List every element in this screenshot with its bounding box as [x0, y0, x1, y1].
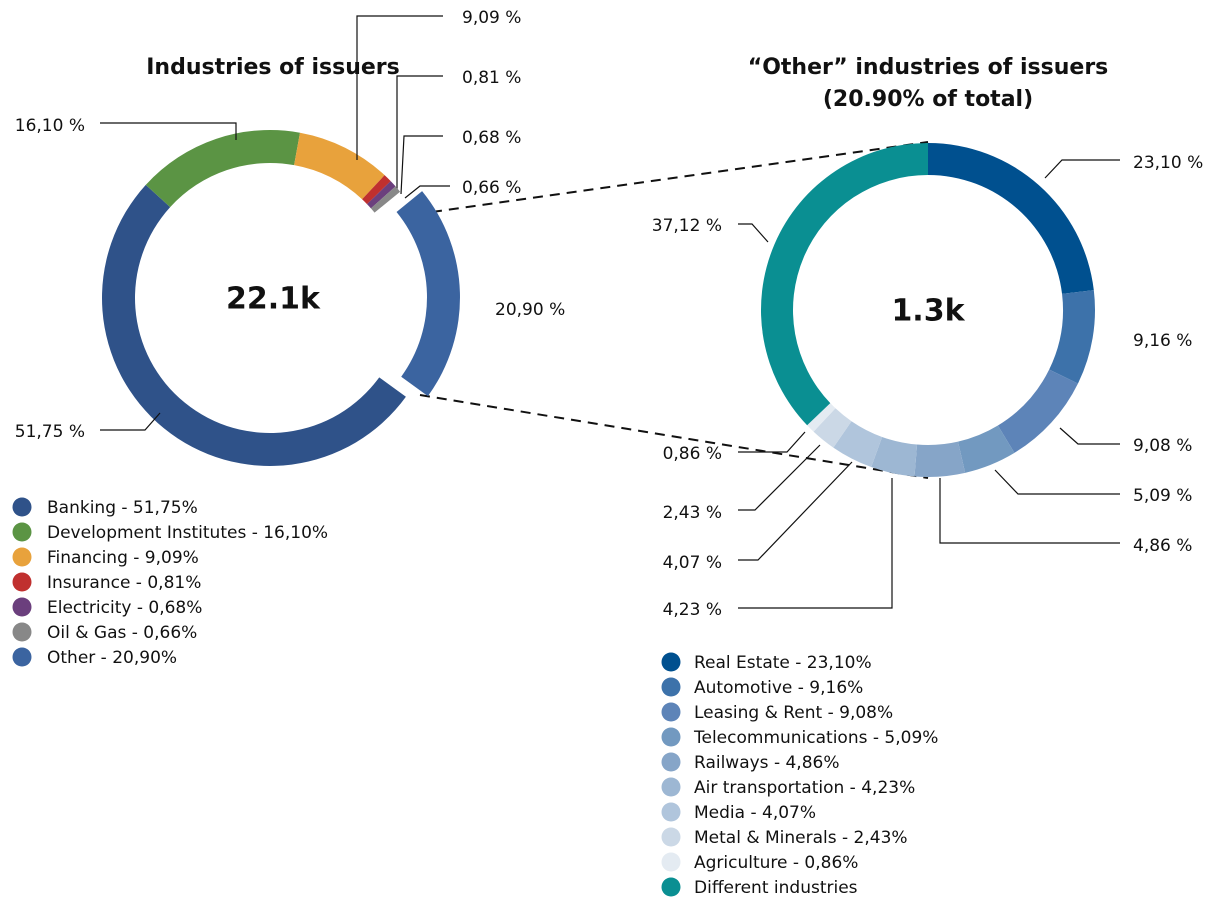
legend-swatch — [661, 852, 681, 872]
slice — [760, 143, 928, 426]
legend-label: Other - 20,90% — [47, 648, 177, 668]
legend-swatch — [661, 702, 681, 722]
leader-line — [738, 431, 806, 453]
legend-swatch — [661, 652, 681, 672]
slice — [366, 181, 396, 209]
data-label: 51,75 % — [15, 422, 85, 442]
legend-swatch — [661, 802, 681, 822]
legend-label: Different industries — [694, 878, 858, 898]
data-label: 9,09 % — [462, 8, 521, 28]
legend-label: Oil & Gas - 0,66% — [47, 623, 197, 643]
legend-swatch — [12, 522, 32, 542]
leader-line — [994, 469, 1120, 495]
slice — [871, 436, 918, 477]
legend-label: Insurance - 0,81% — [47, 573, 201, 593]
slice — [914, 441, 966, 477]
legend-swatch — [661, 827, 681, 847]
data-label: 20,90 % — [495, 300, 565, 320]
slice — [102, 184, 406, 466]
connector — [419, 394, 929, 479]
data-label: 9,08 % — [1133, 436, 1192, 456]
data-label: 9,16 % — [1133, 331, 1192, 351]
leader-line — [738, 223, 769, 243]
slice — [813, 408, 852, 448]
legend-swatch — [12, 622, 32, 642]
data-label: 23,10 % — [1133, 153, 1203, 173]
leader-line — [404, 185, 450, 199]
legend-swatch — [12, 497, 32, 517]
legend-swatch — [12, 572, 32, 592]
data-label: 4,07 % — [663, 553, 722, 573]
legend-swatch — [661, 777, 681, 797]
slice — [145, 130, 300, 208]
legend-label: Automotive - 9,16% — [694, 678, 863, 698]
leader-line — [939, 478, 1120, 544]
legend-swatch — [12, 647, 32, 667]
legend-label: Air transportation - 4,23% — [694, 778, 915, 798]
slice — [928, 143, 1094, 294]
leader-line — [100, 412, 161, 431]
data-label: 0,66 % — [462, 178, 521, 198]
legend-label: Electricity - 0,68% — [47, 598, 202, 618]
legend-label: Railways - 4,86% — [694, 753, 840, 773]
slice — [1049, 290, 1095, 384]
center-label: 22.1k — [226, 282, 321, 317]
legend-label: Media - 4,07% — [694, 803, 816, 823]
leader-line — [400, 135, 443, 195]
slice — [807, 403, 836, 432]
legend-swatch — [661, 677, 681, 697]
leader-line — [396, 75, 443, 190]
slice — [294, 132, 385, 200]
slice — [958, 425, 1015, 473]
data-label: 16,10 % — [15, 116, 85, 136]
leader-line — [738, 461, 853, 561]
legend-label: Banking - 51,75% — [47, 498, 198, 518]
data-label: 37,12 % — [652, 216, 722, 236]
connector — [431, 141, 929, 213]
legend-label: Real Estate - 23,10% — [694, 653, 872, 673]
data-label: 2,43 % — [663, 503, 722, 523]
data-label: 0,86 % — [663, 444, 722, 464]
leader-line — [1059, 427, 1120, 445]
legend-label: Development Institutes - 16,10% — [47, 523, 328, 543]
chart-title: Industries of issuers — [146, 55, 400, 80]
leader-line — [738, 478, 893, 609]
slice — [370, 186, 401, 213]
leader-line — [738, 444, 821, 511]
leader-line — [1044, 159, 1120, 179]
leader-line — [356, 15, 443, 160]
legend-label: Financing - 9,09% — [47, 548, 199, 568]
slice — [396, 191, 460, 397]
data-label: 5,09 % — [1133, 486, 1192, 506]
data-label: 4,86 % — [1133, 536, 1192, 556]
legend-label: Telecommunications - 5,09% — [693, 728, 938, 748]
data-label: 0,68 % — [462, 128, 521, 148]
slice — [997, 369, 1078, 453]
legend-swatch — [661, 877, 681, 897]
slice — [833, 421, 883, 468]
chart-subtitle: (20.90% of total) — [823, 87, 1033, 112]
legend-swatch — [12, 597, 32, 617]
slice — [362, 175, 391, 205]
legend-label: Agriculture - 0,86% — [694, 853, 858, 873]
legend-label: Metal & Minerals - 2,43% — [694, 828, 908, 848]
legend-swatch — [661, 752, 681, 772]
leader-line — [100, 122, 237, 140]
data-label: 0,81 % — [462, 68, 521, 88]
chart-title: “Other” industries of issuers — [748, 55, 1109, 80]
center-label: 1.3k — [891, 294, 965, 329]
legend-swatch — [661, 727, 681, 747]
legend-label: Leasing & Rent - 9,08% — [694, 703, 893, 723]
legend-swatch — [12, 547, 32, 567]
data-label: 4,23 % — [663, 600, 722, 620]
